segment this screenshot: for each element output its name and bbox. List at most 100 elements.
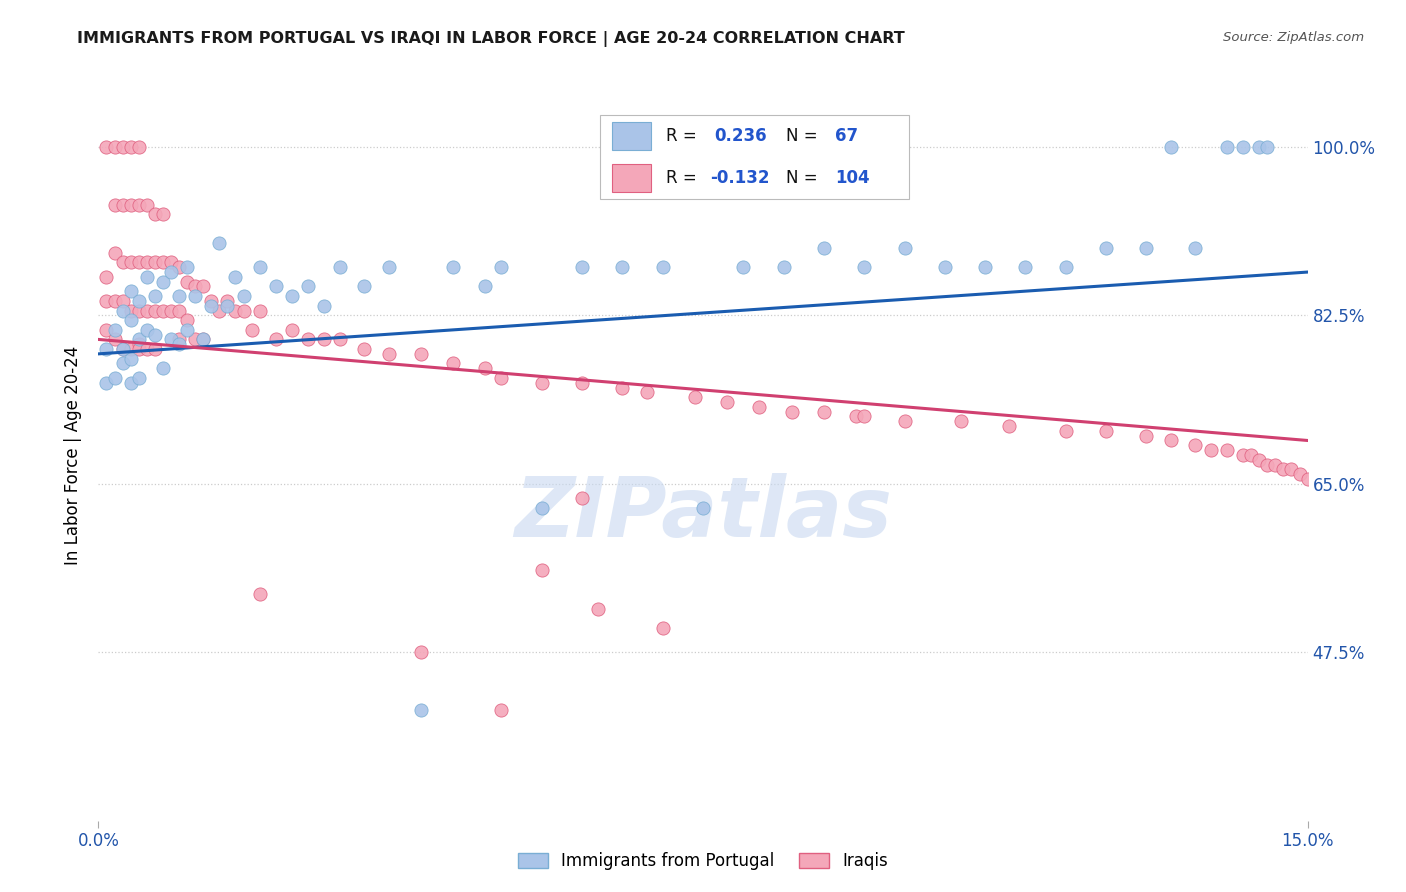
Point	[143, 255, 166, 269]
Point	[281, 289, 304, 303]
Point	[409, 645, 432, 659]
Y-axis label: In Labor Force | Age 20-24: In Labor Force | Age 20-24	[65, 345, 83, 565]
Point	[176, 275, 198, 289]
Point	[160, 255, 183, 269]
Text: IMMIGRANTS FROM PORTUGAL VS IRAQI IN LABOR FORCE | AGE 20-24 CORRELATION CHART: IMMIGRANTS FROM PORTUGAL VS IRAQI IN LAB…	[77, 31, 905, 47]
Text: R =: R =	[665, 169, 702, 187]
Point	[571, 491, 593, 506]
Point	[128, 337, 150, 351]
Point	[1135, 428, 1157, 442]
Point	[1095, 241, 1118, 255]
Point	[813, 404, 835, 418]
Point	[120, 197, 142, 211]
Point	[200, 293, 222, 308]
Point	[200, 299, 222, 313]
Point	[264, 279, 287, 293]
Point	[128, 342, 150, 356]
Point	[853, 260, 876, 275]
Point	[111, 140, 134, 154]
Point	[530, 376, 553, 390]
Point	[1216, 140, 1239, 154]
Point	[612, 380, 634, 394]
Point	[103, 140, 125, 154]
Point	[853, 409, 876, 424]
Point	[998, 419, 1021, 434]
Point	[120, 140, 142, 154]
Point	[143, 342, 166, 356]
Point	[120, 342, 142, 356]
Point	[934, 260, 956, 275]
Text: R =: R =	[665, 127, 702, 145]
Point	[1054, 424, 1077, 438]
Point	[135, 342, 157, 356]
Point	[748, 400, 770, 414]
Text: ZIPatlas: ZIPatlas	[515, 473, 891, 554]
Point	[152, 275, 174, 289]
Point	[128, 333, 150, 347]
Point	[135, 323, 157, 337]
Point	[135, 303, 157, 318]
Point	[491, 371, 513, 385]
Point	[353, 342, 375, 356]
Point	[96, 293, 118, 308]
Point	[692, 500, 714, 515]
Point	[120, 285, 142, 299]
Point	[612, 260, 634, 275]
Text: N =: N =	[786, 169, 824, 187]
Point	[683, 390, 706, 404]
Point	[1288, 467, 1310, 482]
Point	[128, 255, 150, 269]
Point	[264, 333, 287, 347]
Point	[772, 260, 794, 275]
Point	[530, 500, 553, 515]
Point	[193, 333, 215, 347]
Point	[1249, 140, 1271, 154]
Point	[208, 303, 231, 318]
Point	[167, 303, 190, 318]
Point	[1184, 241, 1206, 255]
Point	[1296, 472, 1319, 486]
Point	[441, 356, 464, 371]
Point	[103, 333, 125, 347]
Point	[120, 303, 142, 318]
Point	[240, 323, 263, 337]
Point	[128, 303, 150, 318]
Point	[128, 140, 150, 154]
Point	[167, 289, 190, 303]
Point	[167, 333, 190, 347]
Point	[103, 323, 125, 337]
Point	[103, 197, 125, 211]
Point	[128, 371, 150, 385]
Point	[152, 303, 174, 318]
Point	[249, 260, 271, 275]
Point	[160, 265, 183, 279]
Point	[152, 255, 174, 269]
Point	[733, 260, 755, 275]
Point	[1264, 458, 1286, 472]
Legend: Immigrants from Portugal, Iraqis: Immigrants from Portugal, Iraqis	[510, 846, 896, 877]
Point	[474, 279, 496, 293]
Point	[103, 371, 125, 385]
Point	[571, 376, 593, 390]
Point	[441, 260, 464, 275]
Point	[716, 395, 738, 409]
Point	[184, 279, 207, 293]
Point	[96, 323, 118, 337]
Point	[224, 303, 246, 318]
Text: 104: 104	[835, 169, 869, 187]
Point	[152, 361, 174, 376]
FancyBboxPatch shape	[613, 122, 651, 150]
Point	[329, 260, 352, 275]
Point	[143, 327, 166, 342]
Point	[353, 279, 375, 293]
Point	[167, 337, 190, 351]
Point	[1256, 458, 1278, 472]
Point	[1095, 424, 1118, 438]
Point	[297, 279, 319, 293]
Point	[184, 333, 207, 347]
Point	[208, 236, 231, 251]
Point	[949, 414, 972, 428]
Point	[135, 255, 157, 269]
Point	[1135, 241, 1157, 255]
Point	[152, 207, 174, 221]
